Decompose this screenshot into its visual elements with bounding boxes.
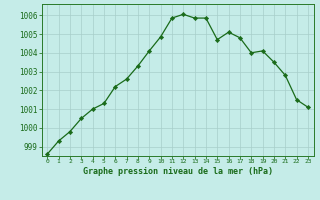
X-axis label: Graphe pression niveau de la mer (hPa): Graphe pression niveau de la mer (hPa) [83, 167, 273, 176]
